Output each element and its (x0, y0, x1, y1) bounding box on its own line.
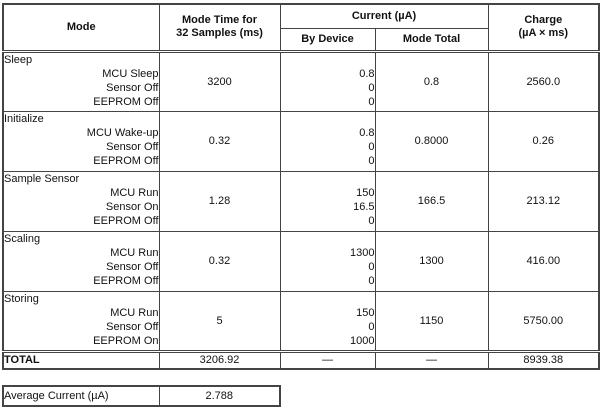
sub-item: EEPROM Off (93, 214, 159, 227)
table-row-initialize: Initialize MCU Wake-up Sensor Off EEPROM… (2, 110, 600, 172)
sub-item: EEPROM Off (93, 154, 159, 167)
spacer (281, 112, 374, 126)
average-current-table: Average Current (µA) 2.788 (2, 385, 281, 407)
mode-total-value: 1150 (374, 290, 489, 352)
by-device-cell: 150 0 1000 (279, 290, 376, 352)
device-value: 1300 (350, 246, 375, 259)
total-mode-total-dash: — (374, 349, 489, 370)
header-current: Current (µA) (279, 3, 489, 29)
device-value: 150 (356, 186, 375, 199)
mode-total-value: 166.5 (374, 170, 489, 232)
header-mode-time-line2: 32 Samples (ms) (176, 27, 263, 40)
mode-cell: Sleep MCU Sleep Sensor Off EEPROM Off (2, 49, 160, 112)
device-value: 0 (368, 274, 375, 287)
sub-item: MCU Run (110, 246, 159, 259)
total-label: TOTAL (2, 349, 160, 370)
sub-item: Sensor Off (106, 260, 159, 273)
device-value: 0.8 (359, 126, 375, 139)
header-row-2: By Device Mode Total (3, 27, 599, 52)
section-name: Storing (4, 292, 39, 305)
device-value: 0 (368, 95, 375, 108)
table-row-sleep: Sleep MCU Sleep Sensor Off EEPROM Off 32… (2, 49, 600, 112)
spacer (281, 292, 374, 306)
header-row-1: Mode Mode Time for 32 Samples (ms) Curre… (2, 3, 600, 52)
sub-item: Sensor Off (106, 140, 159, 153)
spacer (281, 172, 374, 186)
sub-item: EEPROM Off (93, 95, 159, 108)
charge-value: 5750.00 (487, 290, 600, 352)
header-charge-line1: Charge (524, 14, 563, 27)
section-name: Sleep (4, 53, 33, 66)
mode-total-value: 0.8 (374, 49, 489, 112)
section-name: Scaling (4, 232, 41, 245)
mode-time-value: 5 (158, 290, 281, 352)
device-value: 0 (368, 81, 375, 94)
sub-item: EEPROM Off (93, 274, 159, 287)
sub-item: Sensor Off (106, 320, 159, 333)
power-consumption-table: Mode Mode Time for 32 Samples (ms) Curre… (2, 3, 600, 370)
header-by-device: By Device (279, 27, 376, 52)
table-row-scaling: Scaling MCU Run Sensor Off EEPROM Off 0.… (2, 230, 600, 292)
sub-item: MCU Wake-up (86, 126, 159, 139)
sub-item: Sensor On (105, 200, 159, 213)
total-charge: 8939.38 (487, 349, 600, 370)
mode-cell: Initialize MCU Wake-up Sensor Off EEPROM… (2, 110, 160, 172)
table-row-sample-sensor: Sample Sensor MCU Run Sensor On EEPROM O… (2, 170, 600, 232)
device-value: 0.8 (359, 67, 375, 80)
mode-cell: Sample Sensor MCU Run Sensor On EEPROM O… (2, 170, 160, 232)
device-value: 0 (368, 260, 375, 273)
device-value: 16.5 (353, 200, 375, 213)
mode-time-value: 0.32 (158, 230, 281, 292)
average-current-value: 2.788 (158, 385, 281, 407)
header-mode-time: Mode Time for 32 Samples (ms) (158, 3, 281, 52)
header-charge: Charge (µA × ms) (487, 3, 600, 52)
header-charge-line2: (µA × ms) (518, 27, 569, 40)
section-name: Initialize (4, 112, 44, 125)
average-current-row: Average Current (µA) 2.788 (2, 385, 281, 407)
charge-value: 0.26 (487, 110, 600, 172)
device-value: 0 (368, 140, 375, 153)
mode-time-value: 0.32 (158, 110, 281, 172)
average-current-label: Average Current (µA) (2, 385, 160, 407)
sub-item: EEPROM On (93, 334, 159, 347)
charge-value: 2560.0 (487, 49, 600, 112)
mode-total-value: 0.8000 (374, 110, 489, 172)
device-value: 0 (368, 154, 375, 167)
sub-item: MCU Run (110, 306, 159, 319)
by-device-cell: 150 16.5 0 (279, 170, 376, 232)
header-mode-total: Mode Total (374, 27, 489, 52)
mode-cell: Scaling MCU Run Sensor Off EEPROM Off (2, 230, 160, 292)
charge-value: 213.12 (487, 170, 600, 232)
sub-item: Sensor Off (106, 81, 159, 94)
mode-time-value: 1.28 (158, 170, 281, 232)
charge-value: 416.00 (487, 230, 600, 292)
mode-total-value: 1300 (374, 230, 489, 292)
header-mode: Mode (2, 3, 160, 52)
device-value: 150 (356, 306, 375, 319)
total-by-device-dash: — (279, 349, 376, 370)
table-row-total: TOTAL 3206.92 — — 8939.38 (2, 349, 600, 370)
table-row-storing: Storing MCU Run Sensor Off EEPROM On 5 1… (2, 290, 600, 352)
header-mode-time-line1: Mode Time for (182, 14, 257, 27)
spacer (281, 54, 374, 67)
device-value: 0 (368, 214, 375, 227)
by-device-cell: 1300 0 0 (279, 230, 376, 292)
spacer (281, 232, 374, 246)
section-name: Sample Sensor (4, 172, 80, 185)
by-device-cell: 0.8 0 0 (279, 110, 376, 172)
sub-item: MCU Sleep (102, 67, 159, 80)
sub-item: MCU Run (110, 186, 159, 199)
total-mode-time: 3206.92 (158, 349, 281, 370)
device-value: 1000 (350, 334, 375, 347)
by-device-cell: 0.8 0 0 (279, 49, 376, 112)
device-value: 0 (368, 320, 375, 333)
mode-time-value: 3200 (158, 49, 281, 112)
mode-cell: Storing MCU Run Sensor Off EEPROM On (2, 290, 160, 352)
